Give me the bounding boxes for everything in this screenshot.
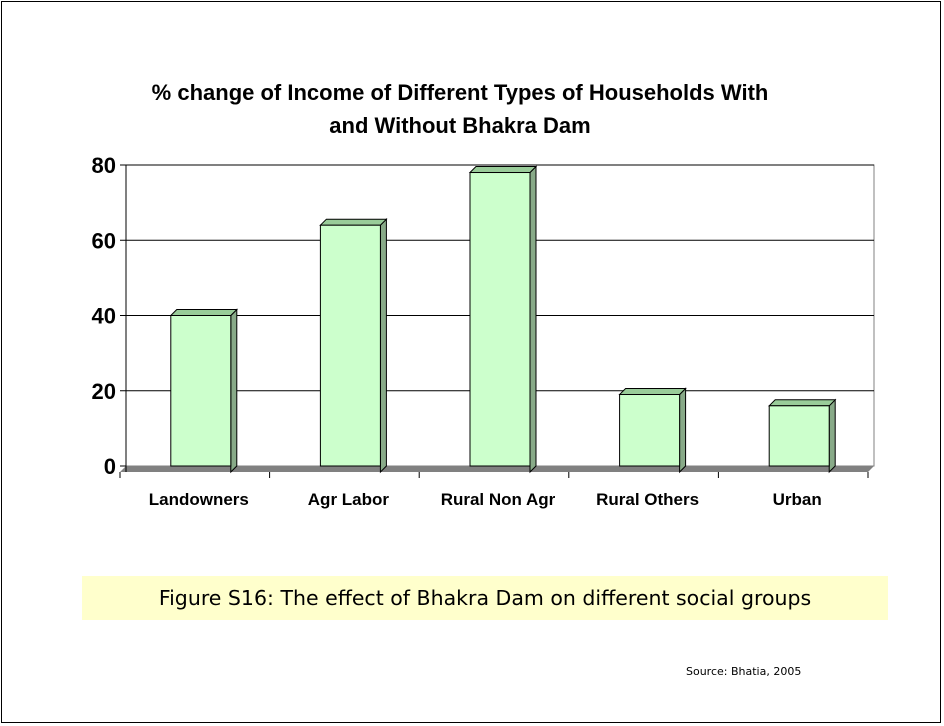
bar xyxy=(469,172,531,467)
bar-top xyxy=(468,166,538,174)
chart-floor xyxy=(120,466,874,472)
bar xyxy=(319,224,381,467)
y-tick-label: 0 xyxy=(104,454,116,479)
x-tick-label: Rural Others xyxy=(596,490,699,509)
bar-side xyxy=(230,308,238,474)
x-tick-label: Landowners xyxy=(149,490,249,509)
bar xyxy=(619,394,681,467)
chart-title-line-2: and Without Bhakra Dam xyxy=(329,113,591,138)
bar xyxy=(170,315,232,467)
chart-title: % change of Income of Different Types of… xyxy=(90,76,830,142)
x-tick-label: Agr Labor xyxy=(308,490,390,509)
x-tick-label: Rural Non Agr xyxy=(441,490,556,509)
bar-side xyxy=(529,165,537,474)
y-tick-label: 20 xyxy=(92,379,116,404)
y-tick-label: 80 xyxy=(92,153,116,178)
bar xyxy=(768,405,830,467)
bar-top xyxy=(618,388,687,396)
chart-title-line-1: % change of Income of Different Types of… xyxy=(151,80,769,105)
bar-top xyxy=(319,218,388,226)
x-tick-label: Urban xyxy=(773,490,822,509)
y-tick-label: 40 xyxy=(92,304,116,329)
bar-top xyxy=(169,309,239,316)
y-tick-label: 60 xyxy=(92,228,116,253)
source-note: Source: Bhatia, 2005 xyxy=(686,665,802,678)
figure-caption: Figure S16: The effect of Bhakra Dam on … xyxy=(82,576,888,620)
bar-side xyxy=(379,217,387,474)
bar-side xyxy=(828,398,836,474)
bar-side xyxy=(679,387,687,474)
bar-top xyxy=(767,399,837,407)
